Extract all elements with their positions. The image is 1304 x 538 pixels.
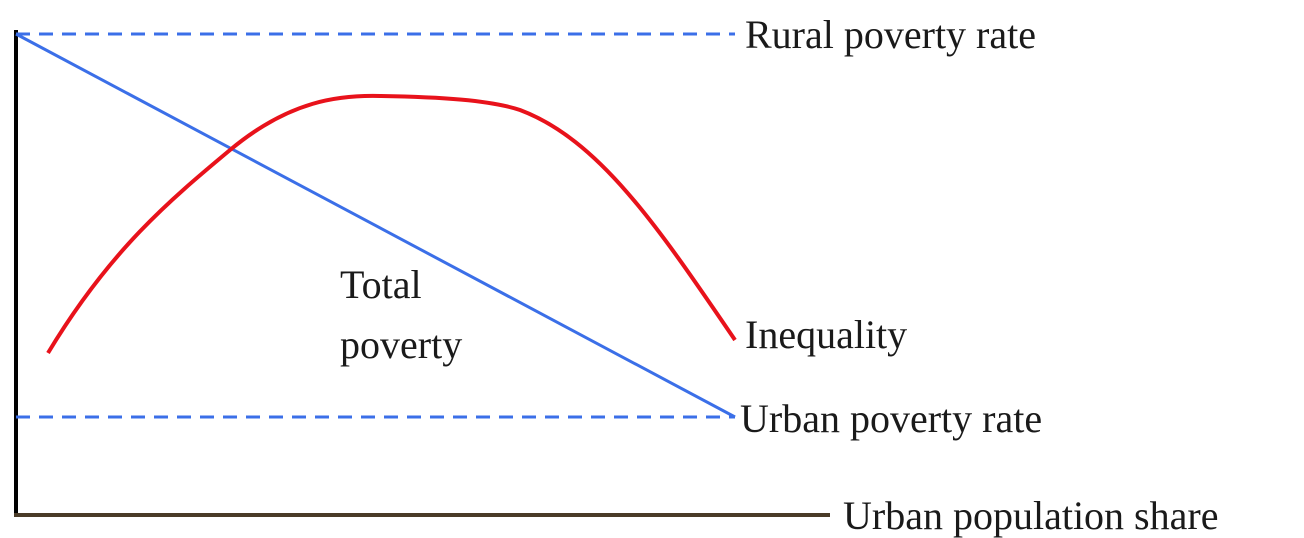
urban-label: Urban poverty rate: [740, 396, 1042, 441]
total-poverty-line: [15, 32, 736, 419]
rural-label: Rural poverty rate: [745, 12, 1036, 57]
inequality-curve: [46, 93, 737, 355]
total-label: poverty: [340, 322, 462, 367]
total-label: Total: [340, 262, 422, 307]
inequality-label: Inequality: [745, 312, 907, 357]
x-axis-label: Urban population share: [843, 493, 1218, 538]
